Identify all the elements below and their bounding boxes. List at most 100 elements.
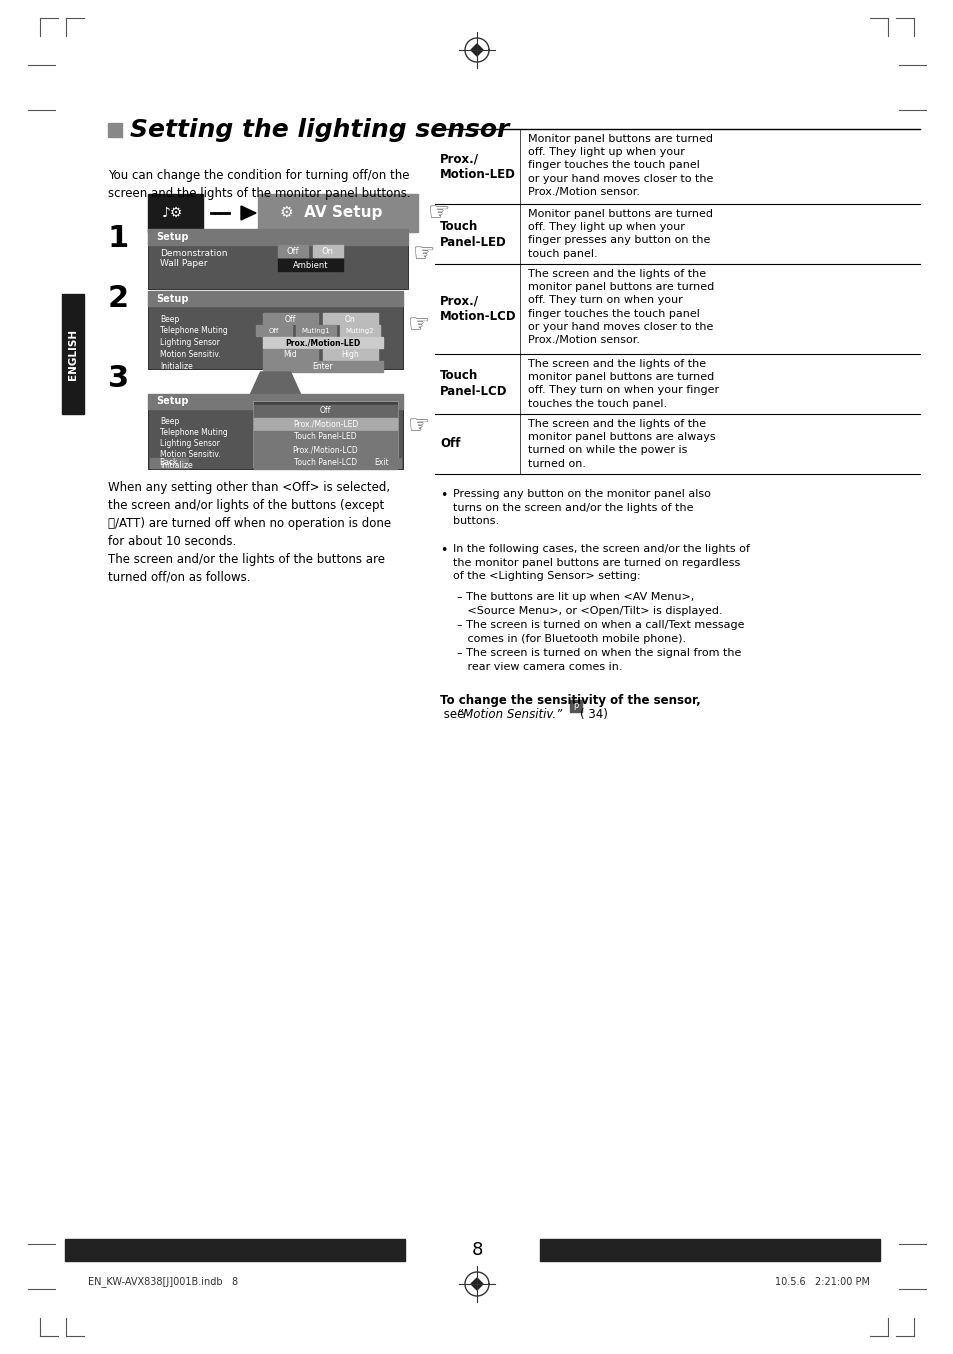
Bar (313, 245, 343, 257)
Bar (253, 458, 396, 468)
Bar (253, 418, 396, 431)
Bar (263, 349, 317, 360)
Polygon shape (241, 206, 255, 219)
Text: Muting2: Muting2 (345, 328, 374, 334)
Text: 2: 2 (108, 284, 129, 313)
Text: – The screen is turned on when the signal from the
   rear view camera comes in.: – The screen is turned on when the signa… (456, 649, 740, 672)
Bar (150, 458, 188, 468)
Text: Motion Sensitiv.: Motion Sensitiv. (160, 351, 220, 360)
Bar (148, 229, 408, 245)
Text: The screen and the lights of the
monitor panel buttons are always
turned on whil: The screen and the lights of the monitor… (527, 418, 715, 468)
Text: ENGLISH: ENGLISH (68, 329, 78, 379)
Text: Prox./Motion-LCD: Prox./Motion-LCD (293, 445, 358, 455)
Bar (255, 325, 292, 336)
Bar (323, 349, 377, 360)
Text: see: see (439, 708, 464, 720)
Text: Initialize: Initialize (160, 462, 193, 470)
Text: Touch
Panel-LCD: Touch Panel-LCD (439, 370, 507, 398)
Text: Prox./
Motion-LCD: Prox./ Motion-LCD (439, 295, 517, 324)
Text: The screen and the lights of the
monitor panel buttons are turned
off. They turn: The screen and the lights of the monitor… (527, 359, 719, 409)
Bar (148, 229, 408, 288)
Text: Setup: Setup (156, 397, 189, 406)
Bar (253, 444, 396, 456)
Text: Setting the lighting sensor: Setting the lighting sensor (130, 118, 509, 142)
Bar (148, 394, 402, 468)
Bar (323, 313, 377, 324)
Bar (295, 325, 335, 336)
Text: Monitor panel buttons are turned
off. They light up when your
finger touches the: Monitor panel buttons are turned off. Th… (527, 134, 713, 196)
Text: In the following cases, the screen and/or the lights of
the monitor panel button: In the following cases, the screen and/o… (453, 544, 749, 581)
Text: Off: Off (439, 437, 460, 451)
Bar (257, 194, 417, 232)
Text: The screen and the lights of the
monitor panel buttons are turned
off. They turn: The screen and the lights of the monitor… (527, 269, 714, 345)
Text: 1: 1 (108, 223, 129, 253)
Text: ☞: ☞ (408, 414, 430, 439)
Text: Motion Sensitiv.: Motion Sensitiv. (160, 451, 220, 459)
Text: Initialize: Initialize (160, 363, 193, 371)
Bar (263, 337, 382, 348)
Text: Lighting Sensor: Lighting Sensor (160, 338, 219, 348)
Text: Touch Panel-LED: Touch Panel-LED (294, 432, 356, 441)
Text: On: On (344, 314, 355, 324)
Text: Lighting Sensor: Lighting Sensor (160, 440, 219, 448)
Bar (253, 431, 396, 443)
Bar (148, 394, 402, 409)
Text: Off: Off (319, 406, 331, 416)
Text: Touch
Panel-LED: Touch Panel-LED (439, 219, 506, 249)
Bar (253, 405, 396, 417)
Text: Telephone Muting: Telephone Muting (160, 428, 228, 437)
Text: •: • (439, 489, 447, 502)
Bar (277, 259, 343, 271)
Text: When any setting other than <Off> is selected,
the screen and/or lights of the b: When any setting other than <Off> is sel… (108, 481, 391, 584)
Bar (277, 245, 308, 257)
Text: Off: Off (284, 314, 295, 324)
Text: Wall Paper: Wall Paper (160, 260, 208, 268)
Text: ( 34): ( 34) (579, 708, 607, 720)
Text: Off: Off (269, 328, 279, 334)
Text: “Motion Sensitiv.”: “Motion Sensitiv.” (456, 708, 561, 720)
Bar (62, 294, 84, 414)
Text: Beep: Beep (160, 417, 179, 427)
Bar (569, 700, 581, 712)
Polygon shape (471, 1278, 482, 1290)
Text: p: p (573, 701, 578, 711)
Bar (148, 291, 402, 370)
Text: 3: 3 (108, 364, 129, 393)
Text: – The buttons are lit up when <AV Menu>,
   <Source Menu>, or <Open/Tilt> is dis: – The buttons are lit up when <AV Menu>,… (456, 592, 721, 616)
Bar (363, 458, 400, 468)
Text: Enter: Enter (313, 363, 333, 371)
Text: Muting1: Muting1 (301, 328, 330, 334)
Text: Monitor panel buttons are turned
off. They light up when your
finger presses any: Monitor panel buttons are turned off. Th… (527, 209, 712, 259)
Bar (65, 1239, 405, 1261)
Text: Prox./Motion-LED: Prox./Motion-LED (293, 420, 357, 428)
Text: To change the sensitivity of the sensor,: To change the sensitivity of the sensor, (439, 695, 700, 707)
Text: Mid: Mid (283, 351, 296, 360)
Text: Prox./Motion-LED: Prox./Motion-LED (285, 338, 360, 348)
Text: Demonstration: Demonstration (160, 249, 227, 257)
Bar (148, 291, 402, 306)
Text: Telephone Muting: Telephone Muting (160, 326, 228, 336)
Text: On: On (322, 246, 334, 256)
Text: Pressing any button on the monitor panel also
turns on the screen and/or the lig: Pressing any button on the monitor panel… (453, 489, 710, 527)
Text: Ambient: Ambient (293, 260, 329, 269)
Text: Setup: Setup (156, 294, 189, 303)
Text: You can change the condition for turning off/on the
screen and the lights of the: You can change the condition for turning… (108, 169, 410, 200)
Text: – The screen is turned on when a call/Text message
   comes in (for Bluetooth mo: – The screen is turned on when a call/Te… (456, 620, 743, 643)
Bar (253, 401, 397, 467)
Text: ♪⚙: ♪⚙ (162, 206, 183, 219)
Text: High: High (341, 351, 358, 360)
Bar (539, 1239, 879, 1261)
Polygon shape (471, 43, 482, 56)
Text: Prox./
Motion-LED: Prox./ Motion-LED (439, 152, 516, 181)
Bar (263, 313, 317, 324)
Text: Setup: Setup (156, 232, 189, 242)
Text: ☞: ☞ (428, 200, 450, 225)
Text: 8: 8 (471, 1242, 482, 1259)
Bar (148, 194, 203, 232)
Text: Beep: Beep (160, 314, 179, 324)
Polygon shape (251, 372, 300, 409)
Bar (339, 325, 379, 336)
Text: 10.5.6   2:21:00 PM: 10.5.6 2:21:00 PM (774, 1277, 869, 1288)
Text: Off: Off (287, 246, 299, 256)
Text: ⚙  AV Setup: ⚙ AV Setup (280, 206, 382, 221)
